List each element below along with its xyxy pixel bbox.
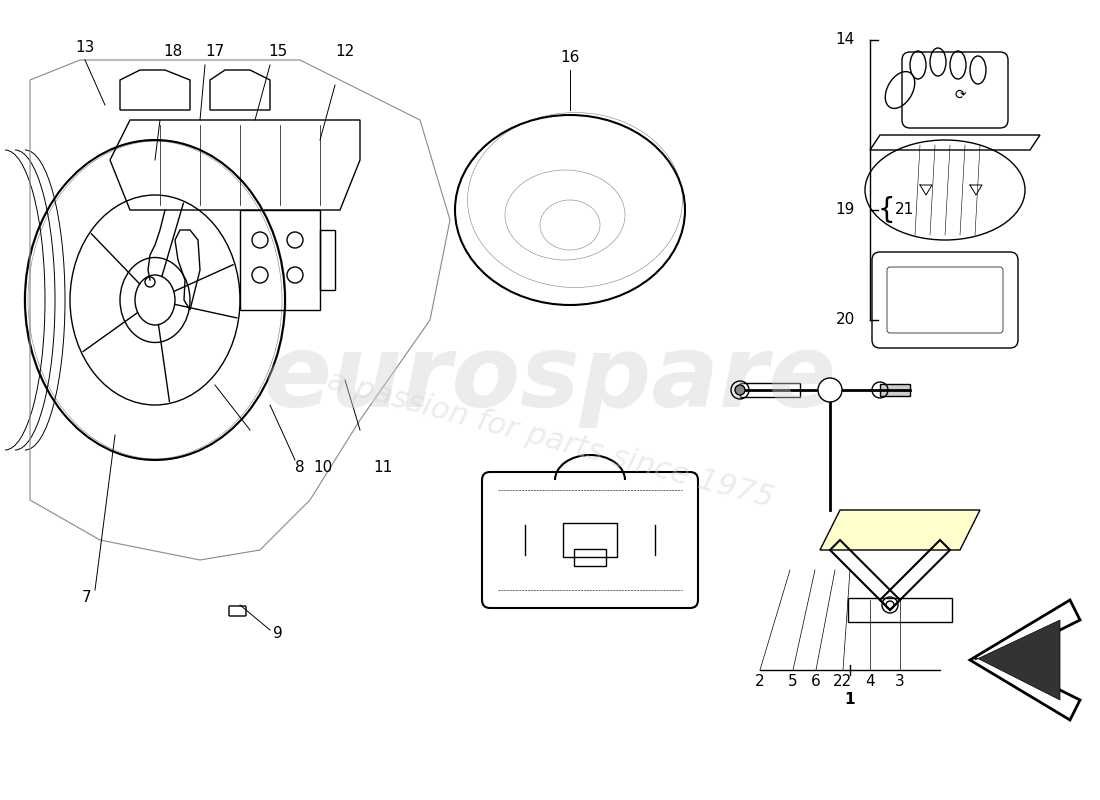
Text: 20: 20 xyxy=(836,313,855,327)
Text: 12: 12 xyxy=(336,45,354,59)
Text: eurospare: eurospare xyxy=(263,331,837,429)
Text: 13: 13 xyxy=(75,41,95,55)
Text: {: { xyxy=(878,196,895,224)
Text: 7: 7 xyxy=(82,590,91,606)
Text: 19: 19 xyxy=(836,202,855,218)
Text: ⟳: ⟳ xyxy=(954,88,966,102)
Text: 5: 5 xyxy=(789,674,797,690)
Text: 1: 1 xyxy=(845,693,856,707)
Text: 10: 10 xyxy=(314,459,332,474)
Circle shape xyxy=(818,378,842,402)
Text: 17: 17 xyxy=(206,45,224,59)
Text: 15: 15 xyxy=(268,45,287,59)
Text: 3: 3 xyxy=(895,674,905,690)
Text: 11: 11 xyxy=(373,459,393,474)
Polygon shape xyxy=(975,620,1060,700)
Text: 22: 22 xyxy=(834,674,852,690)
Text: 4: 4 xyxy=(866,674,874,690)
Text: 9: 9 xyxy=(273,626,283,641)
Text: 21: 21 xyxy=(895,202,914,218)
Text: 18: 18 xyxy=(164,45,183,59)
Polygon shape xyxy=(970,600,1080,720)
Text: 14: 14 xyxy=(836,33,855,47)
Circle shape xyxy=(735,385,745,395)
Text: 6: 6 xyxy=(811,674,821,690)
Text: 16: 16 xyxy=(560,50,580,66)
Polygon shape xyxy=(820,510,980,550)
FancyBboxPatch shape xyxy=(880,384,910,396)
Text: a passion for parts since 1975: a passion for parts since 1975 xyxy=(323,366,777,514)
Text: 8: 8 xyxy=(295,459,305,474)
Text: 2: 2 xyxy=(756,674,764,690)
